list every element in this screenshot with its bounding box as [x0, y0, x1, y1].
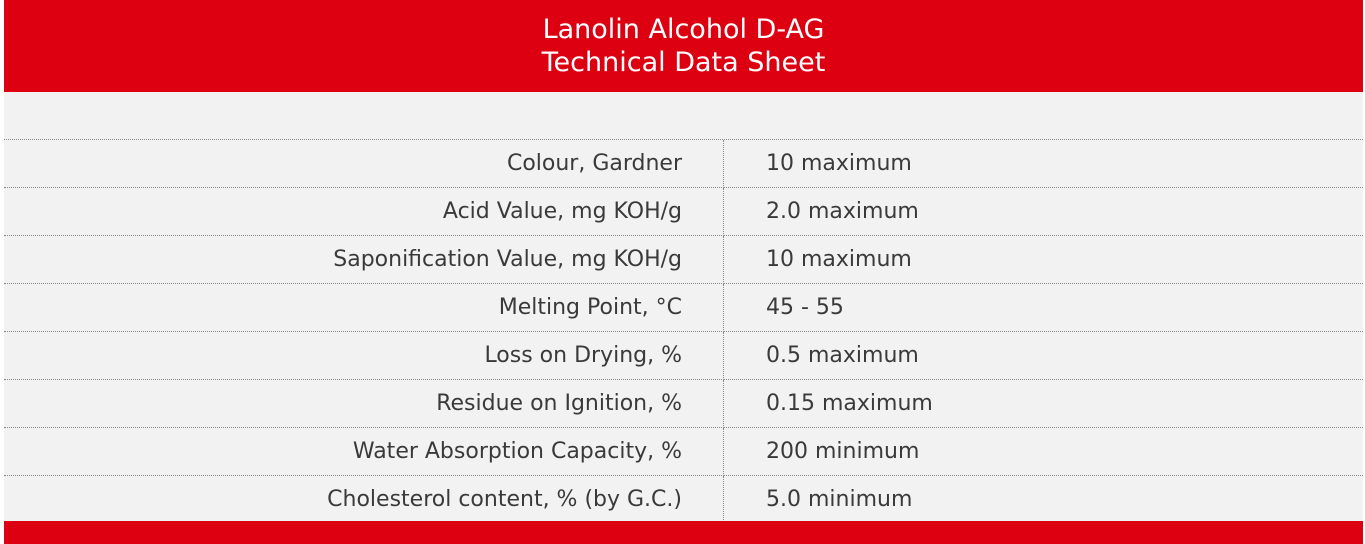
- property-label: Residue on Ignition, %: [4, 379, 724, 428]
- table-row: Acid Value, mg KOH/g 2.0 maximum: [4, 187, 1363, 236]
- property-value: 0.15 maximum: [723, 379, 1363, 428]
- property-label: Acid Value, mg KOH/g: [4, 187, 724, 236]
- property-value: 5.0 minimum: [723, 475, 1363, 524]
- property-label: Colour, Gardner: [4, 140, 724, 188]
- property-value: 200 minimum: [723, 427, 1363, 476]
- property-label: Loss on Drying, %: [4, 331, 724, 380]
- property-value: 45 - 55: [723, 283, 1363, 332]
- property-value: 10 maximum: [723, 235, 1363, 284]
- table-row: Melting Point, °C 45 - 55: [4, 283, 1363, 332]
- specifications-table: Colour, Gardner 10 maximum Acid Value, m…: [4, 140, 1363, 524]
- product-title: Lanolin Alcohol D-AG: [542, 14, 825, 45]
- table-row: Loss on Drying, % 0.5 maximum: [4, 331, 1363, 380]
- table-row: Residue on Ignition, % 0.15 maximum: [4, 379, 1363, 428]
- property-value: 2.0 maximum: [723, 187, 1363, 236]
- table-row: Colour, Gardner 10 maximum: [4, 140, 1363, 188]
- sheet-subtitle: Technical Data Sheet: [541, 47, 826, 78]
- property-label: Water Absorption Capacity, %: [4, 427, 724, 476]
- header-spacer-row: [4, 92, 1363, 140]
- table-row: Saponification Value, mg KOH/g 10 maximu…: [4, 235, 1363, 284]
- technical-data-sheet: Lanolin Alcohol D-AG Technical Data Shee…: [4, 0, 1363, 544]
- table-row: Water Absorption Capacity, % 200 minimum: [4, 427, 1363, 476]
- sheet-header: Lanolin Alcohol D-AG Technical Data Shee…: [4, 0, 1363, 92]
- footer-bar: [4, 521, 1363, 544]
- table-row: Cholesterol content, % (by G.C.) 5.0 min…: [4, 475, 1363, 524]
- property-value: 0.5 maximum: [723, 331, 1363, 380]
- property-label: Cholesterol content, % (by G.C.): [4, 475, 724, 524]
- property-value: 10 maximum: [723, 140, 1363, 188]
- property-label: Melting Point, °C: [4, 283, 724, 332]
- property-label: Saponification Value, mg KOH/g: [4, 235, 724, 284]
